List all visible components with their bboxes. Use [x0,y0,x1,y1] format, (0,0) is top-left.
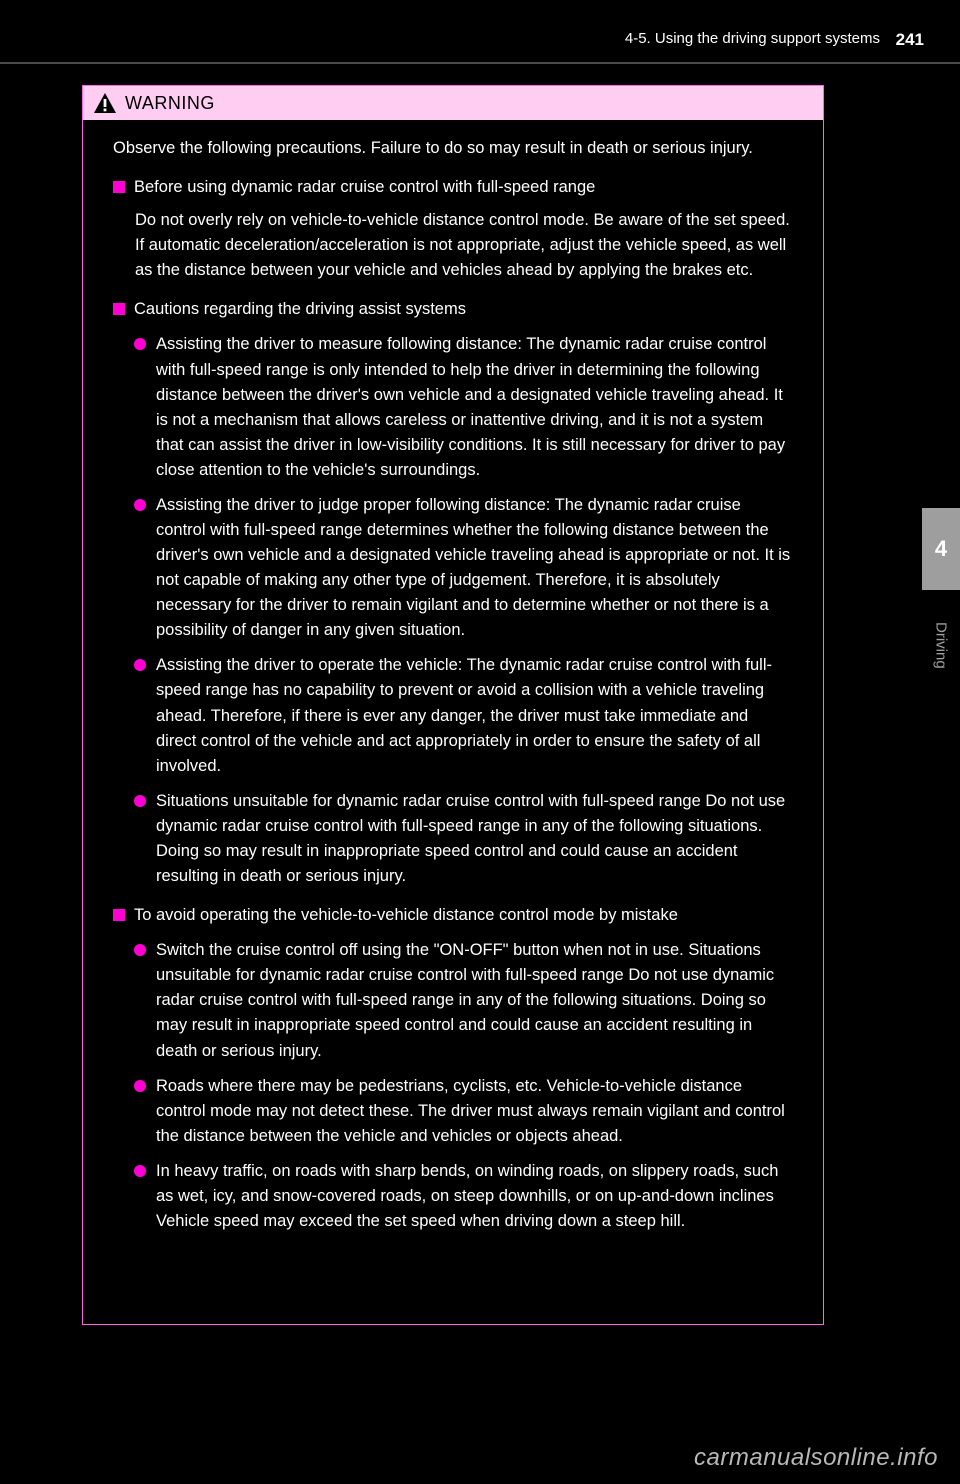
warning-header: WARNING [83,86,823,120]
bullet-list: Switch the cruise control off using the … [113,938,793,1234]
bullet-text: Roads where there may be pedestrians, cy… [156,1074,793,1149]
section-heading-text: Cautions regarding the driving assist sy… [134,297,793,322]
bullet-text: Assisting the driver to measure followin… [156,332,793,482]
header-divider [0,62,960,64]
square-bullet-icon [113,181,125,193]
side-tab-chapter: 4 [922,508,960,590]
circle-bullet-icon [134,338,146,350]
square-bullet-icon [113,909,125,921]
circle-bullet-icon [134,1165,146,1177]
section-heading: Before using dynamic radar cruise contro… [113,175,793,200]
header-section-label: 4-5. Using the driving support systems [625,30,880,47]
warning-section: Before using dynamic radar cruise contro… [113,175,793,283]
warning-icon [93,92,117,114]
section-body: Do not overly rely on vehicle-to-vehicle… [113,208,793,283]
section-heading: To avoid operating the vehicle-to-vehicl… [113,903,793,928]
circle-bullet-icon [134,944,146,956]
warning-box: WARNING Observe the following precaution… [82,85,824,1325]
warning-title: WARNING [125,93,215,114]
warning-section: To avoid operating the vehicle-to-vehicl… [113,903,793,1234]
warning-body: Observe the following precautions. Failu… [83,120,823,1264]
bullet-list: Assisting the driver to measure followin… [113,332,793,889]
bullet-text: Switch the cruise control off using the … [156,938,793,1063]
square-bullet-icon [113,303,125,315]
bullet-item: Situations unsuitable for dynamic radar … [134,789,793,889]
side-tab-label: Driving [926,600,956,690]
section-heading-text: Before using dynamic radar cruise contro… [134,175,793,200]
bullet-text: Assisting the driver to operate the vehi… [156,653,793,778]
section-heading: Cautions regarding the driving assist sy… [113,297,793,322]
section-heading-text: To avoid operating the vehicle-to-vehicl… [134,903,793,928]
bullet-text: Assisting the driver to judge proper fol… [156,493,793,643]
bullet-item: In heavy traffic, on roads with sharp be… [134,1159,793,1234]
bullet-text: Situations unsuitable for dynamic radar … [156,789,793,889]
circle-bullet-icon [134,1080,146,1092]
circle-bullet-icon [134,499,146,511]
warning-intro: Observe the following precautions. Failu… [113,136,793,161]
page-number: 241 [896,30,924,50]
circle-bullet-icon [134,659,146,671]
circle-bullet-icon [134,795,146,807]
bullet-item: Switch the cruise control off using the … [134,938,793,1063]
bullet-text: In heavy traffic, on roads with sharp be… [156,1159,793,1234]
watermark: carmanualsonline.info [694,1444,938,1472]
bullet-item: Assisting the driver to measure followin… [134,332,793,482]
bullet-item: Roads where there may be pedestrians, cy… [134,1074,793,1149]
warning-section: Cautions regarding the driving assist sy… [113,297,793,889]
bullet-item: Assisting the driver to judge proper fol… [134,493,793,643]
bullet-item: Assisting the driver to operate the vehi… [134,653,793,778]
